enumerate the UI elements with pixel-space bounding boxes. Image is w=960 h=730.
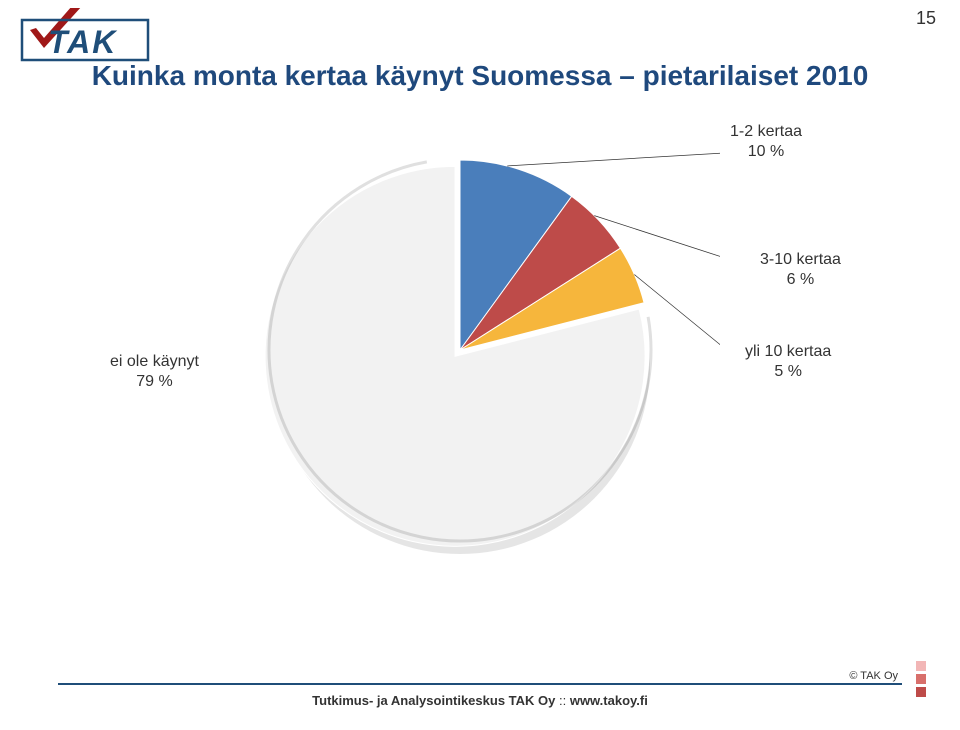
slice-label: 1-2 kertaa10 %: [730, 122, 802, 162]
slice-label-line1: 3-10 kertaa: [760, 250, 841, 270]
slice-label-line2: 6 %: [760, 270, 841, 290]
footer-sep: ::: [559, 693, 570, 708]
footer: Tutkimus- ja Analysointikeskus TAK Oy ::…: [0, 683, 960, 708]
corner-marks: [914, 661, 930, 710]
svg-text:TAK: TAK: [48, 24, 118, 60]
slice-label: ei ole käynyt79 %: [110, 352, 199, 392]
copyright: © TAK Oy: [849, 670, 898, 682]
slice-label: 3-10 kertaa6 %: [760, 250, 841, 290]
logo: TAK: [20, 8, 150, 67]
footer-url: www.takoy.fi: [570, 693, 648, 708]
slice-label-line2: 10 %: [730, 142, 802, 162]
slice-label-line1: yli 10 kertaa: [745, 342, 831, 362]
footer-line: [58, 683, 902, 685]
corner-mark: [916, 661, 926, 671]
leader-line: [507, 152, 720, 166]
slice-label-line2: 79 %: [110, 372, 199, 392]
chart-title: Kuinka monta kertaa käynyt Suomessa – pi…: [0, 60, 960, 92]
pie-chart: 1-2 kertaa10 %3-10 kertaa6 %yli 10 kerta…: [200, 130, 720, 590]
slice-label-line1: 1-2 kertaa: [730, 122, 802, 142]
slice-label-line1: ei ole käynyt: [110, 352, 199, 372]
corner-mark: [916, 674, 926, 684]
footer-bold: Tutkimus- ja Analysointikeskus TAK Oy: [312, 693, 559, 708]
page-number: 15: [916, 8, 936, 29]
corner-mark: [916, 687, 926, 697]
slice-label: yli 10 kertaa5 %: [745, 342, 831, 382]
footer-text: Tutkimus- ja Analysointikeskus TAK Oy ::…: [0, 693, 960, 708]
slice-label-line2: 5 %: [745, 362, 831, 382]
